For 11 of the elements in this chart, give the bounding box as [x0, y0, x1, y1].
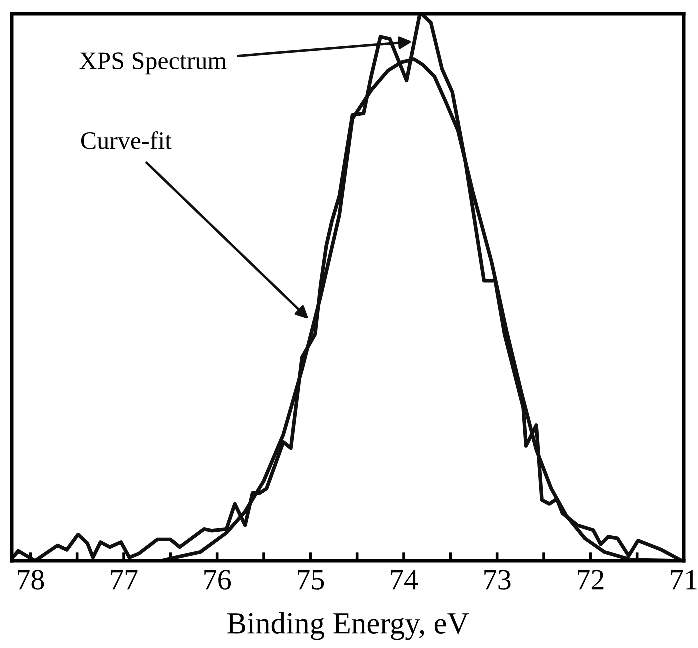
- annotation: Curve-fit: [81, 132, 172, 150]
- annotation: XPS Spectrum: [80, 52, 227, 75]
- x-tick-label: 71: [671, 570, 697, 590]
- x-tick-label: 74: [391, 570, 418, 590]
- x-tick-label: 78: [18, 570, 44, 590]
- x-tick-label: 73: [484, 570, 511, 590]
- x-tick-label: 76: [204, 570, 232, 590]
- x-tick-label: 75: [298, 570, 324, 590]
- x-axis-title: Binding Energy, eV: [228, 612, 470, 640]
- x-tick-label: 77: [111, 570, 138, 590]
- x-tick-label: 72: [578, 570, 604, 590]
